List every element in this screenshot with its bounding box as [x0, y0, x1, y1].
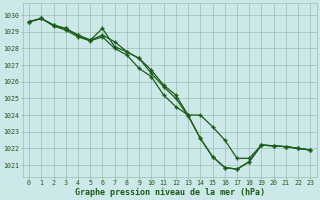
X-axis label: Graphe pression niveau de la mer (hPa): Graphe pression niveau de la mer (hPa) [75, 188, 265, 197]
